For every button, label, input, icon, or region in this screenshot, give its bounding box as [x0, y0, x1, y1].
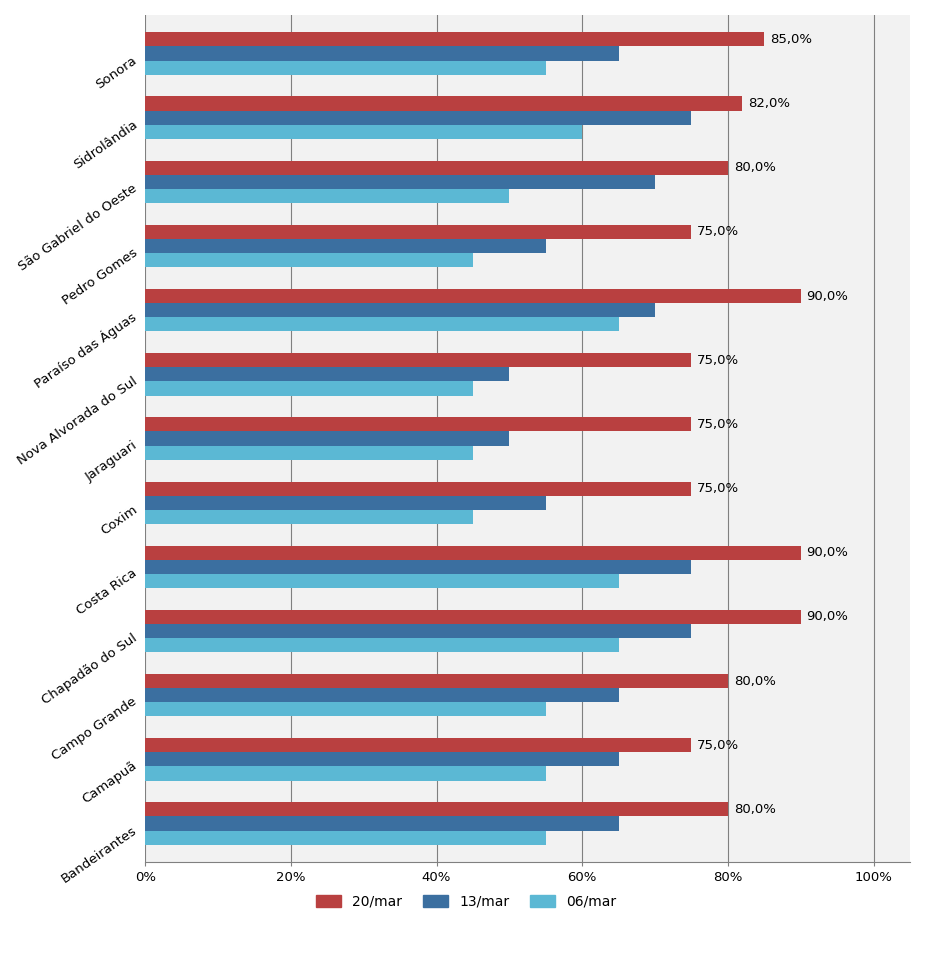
Legend: 20/mar, 13/mar, 06/mar: 20/mar, 13/mar, 06/mar: [311, 889, 623, 915]
Bar: [145, 638, 619, 653]
Bar: [145, 624, 692, 638]
Text: 80,0%: 80,0%: [734, 161, 775, 174]
Bar: [145, 446, 473, 459]
Bar: [145, 175, 655, 189]
Bar: [145, 253, 473, 267]
Bar: [145, 431, 510, 446]
Bar: [145, 367, 510, 382]
Text: 75,0%: 75,0%: [697, 353, 739, 367]
Bar: [145, 495, 546, 510]
Bar: [145, 482, 692, 495]
Bar: [145, 546, 801, 560]
Bar: [145, 47, 619, 60]
Bar: [145, 674, 728, 688]
Text: 82,0%: 82,0%: [748, 97, 790, 110]
Bar: [145, 738, 692, 753]
Text: 90,0%: 90,0%: [807, 611, 848, 623]
Bar: [145, 802, 728, 817]
Bar: [145, 303, 655, 318]
Text: 75,0%: 75,0%: [697, 482, 739, 495]
Bar: [145, 382, 473, 395]
Text: 90,0%: 90,0%: [807, 289, 848, 303]
Bar: [145, 817, 619, 830]
Bar: [145, 32, 764, 47]
Bar: [145, 60, 546, 75]
Bar: [145, 318, 619, 331]
Bar: [145, 96, 743, 111]
Bar: [145, 418, 692, 431]
Text: 85,0%: 85,0%: [771, 33, 812, 46]
Text: 75,0%: 75,0%: [697, 225, 739, 239]
Bar: [145, 753, 619, 766]
Bar: [145, 560, 692, 574]
Bar: [145, 766, 546, 781]
Text: 90,0%: 90,0%: [807, 547, 848, 559]
Text: 80,0%: 80,0%: [734, 675, 775, 687]
Bar: [145, 111, 692, 124]
Bar: [145, 189, 510, 203]
Bar: [145, 225, 692, 239]
Text: 80,0%: 80,0%: [734, 803, 775, 816]
Bar: [145, 160, 728, 175]
Bar: [145, 574, 619, 588]
Bar: [145, 239, 546, 253]
Bar: [145, 688, 619, 702]
Bar: [145, 353, 692, 367]
Bar: [145, 830, 546, 845]
Text: 75,0%: 75,0%: [697, 739, 739, 752]
Bar: [145, 124, 582, 139]
Bar: [145, 289, 801, 303]
Text: 75,0%: 75,0%: [697, 418, 739, 431]
Bar: [145, 510, 473, 524]
Bar: [145, 702, 546, 717]
Bar: [145, 610, 801, 624]
